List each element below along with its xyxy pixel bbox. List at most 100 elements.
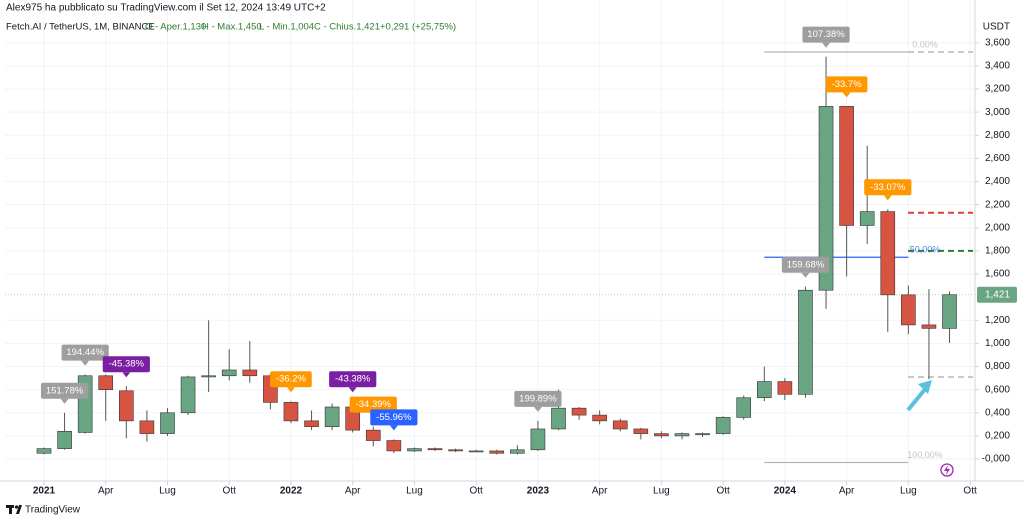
annotation-pointer: [81, 360, 90, 366]
fib-label: 100,00%: [907, 450, 943, 460]
annotation-box: [825, 76, 868, 93]
brand-logo: [6, 505, 22, 514]
annotation-pointer: [883, 195, 892, 201]
x-tick-label: Lug: [406, 486, 423, 497]
annotation-label: -55.96%: [376, 412, 412, 423]
annotation-pointer: [389, 425, 398, 431]
candle-body: [798, 289, 813, 395]
ohlc: H - Max.1,450: [202, 22, 262, 33]
y-tick-label: 0,800: [985, 361, 1010, 372]
annotation-pointer: [842, 92, 851, 98]
annotation-label: -33.7%: [832, 79, 863, 90]
levels: 0,00% 50,00% 100,00%: [5, 39, 975, 464]
publish-arrow: [906, 380, 932, 412]
y-tick-label: 2,200: [985, 199, 1010, 210]
candle-body: [242, 369, 258, 377]
candle-body: [942, 294, 957, 329]
candle-body: [201, 375, 216, 378]
annotation-box: [864, 179, 912, 196]
x-tick-label: Apr: [839, 486, 855, 497]
y-tick-label: 1,600: [985, 269, 1010, 280]
candle-body: [139, 420, 155, 434]
annotations: 151.78% 194.44% -45.38% -36.2% -43.38% -34.39…: [40, 26, 912, 431]
candle-body: [859, 211, 875, 226]
annotation-label: -36.2%: [276, 374, 307, 385]
y-tick-label: 2,600: [985, 153, 1010, 164]
x-tick-label: Ott: [470, 486, 484, 497]
x-tick-label: Ott: [963, 486, 977, 497]
candle-body: [448, 449, 463, 452]
x-tick-label: Lug: [653, 486, 670, 497]
annotation-label: -45.38%: [109, 359, 145, 370]
annotation-box: [102, 356, 150, 373]
x-tick-label: 2024: [774, 486, 797, 497]
x-tick-label: Ott: [716, 486, 730, 497]
candle-body: [468, 450, 484, 453]
candle-body: [386, 440, 402, 452]
change: +0,291 (+25,75%): [380, 22, 456, 33]
y-tick-label: 3,600: [985, 37, 1010, 48]
annotation-box: [61, 344, 109, 361]
candle-body: [839, 106, 854, 226]
x-tick-label: 2023: [527, 486, 550, 497]
candle-body: [324, 406, 340, 427]
x-tick-label: Apr: [345, 486, 361, 497]
candle-body: [901, 294, 916, 326]
candles: [36, 56, 957, 455]
candle-body: [880, 211, 896, 296]
x-tick-label: 2022: [280, 486, 303, 497]
annotation-label: -34.39%: [356, 399, 392, 410]
annotation-label: 151.78%: [46, 385, 84, 396]
last-price-box: [977, 286, 1017, 303]
annotation-box: [514, 390, 562, 407]
annotation-pointer: [801, 272, 810, 278]
candle-body: [98, 375, 114, 390]
candle-body: [674, 433, 690, 437]
candle-body: [921, 324, 937, 329]
candle-body: [551, 407, 566, 430]
annotation-box: [270, 371, 312, 388]
annotation-pointer: [286, 387, 295, 393]
candle-body: [633, 428, 649, 434]
publisher: Alex975 ha pubblicato su TradingView.com…: [6, 3, 326, 14]
annotation-pointer: [122, 372, 131, 378]
candle-body: [571, 407, 587, 416]
y-tick-label: -0,000: [982, 454, 1011, 465]
candle-body: [180, 376, 196, 414]
candle-body: [818, 106, 834, 291]
candle-body: [654, 433, 669, 437]
x-tick-label: Apr: [592, 486, 608, 497]
y-tick-label: 2,800: [985, 130, 1010, 141]
candle-body: [756, 381, 772, 399]
last-price-label: 1,421: [985, 289, 1010, 300]
candle-body: [283, 402, 299, 422]
annotation-pointer: [60, 398, 69, 404]
axis-unit: USDT: [983, 22, 1010, 33]
annotation-label: 194.44%: [66, 347, 104, 358]
x-tick-label: 2021: [33, 486, 56, 497]
candle-body: [221, 369, 237, 377]
candle-body: [530, 428, 546, 451]
annotation-box: [802, 26, 850, 43]
annotation-box: [370, 409, 418, 426]
annotation-label: -43.38%: [335, 374, 371, 385]
annotation-box: [329, 371, 377, 388]
candle-body: [695, 433, 710, 436]
brand: TradingView: [25, 505, 81, 516]
x-tick-label: Apr: [98, 486, 114, 497]
candle-body: [489, 450, 505, 454]
grid: [5, 0, 975, 481]
x-tick-label: Lug: [159, 486, 176, 497]
y-tick-label: 1,000: [985, 338, 1010, 349]
candle-body: [57, 430, 72, 449]
ohlc: L - Min.1,004: [259, 22, 314, 33]
ohlc: C - Chius.1,421: [314, 22, 380, 33]
annotation-box: [349, 396, 397, 413]
y-tick-label: 2,400: [985, 176, 1010, 187]
candle-body: [365, 429, 381, 441]
annotation-label: 159.68%: [787, 259, 825, 270]
annotation-pointer: [822, 42, 831, 48]
